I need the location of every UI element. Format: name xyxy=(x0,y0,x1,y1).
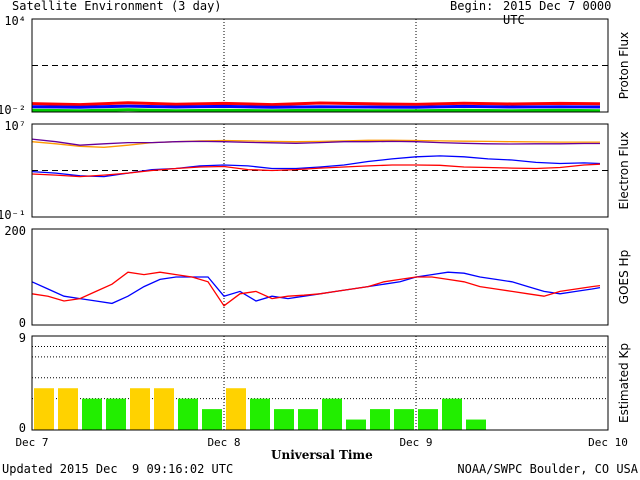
kp-bar xyxy=(442,398,462,430)
kp-panel-frame xyxy=(31,335,609,431)
electron-axis-label: Electron Flux xyxy=(617,132,631,210)
proton-series-0-line xyxy=(31,101,601,107)
kp-bar xyxy=(154,388,174,430)
x-tick-label: Dec 9 xyxy=(399,436,432,449)
kp-bar xyxy=(298,409,318,430)
kp-bar xyxy=(274,409,294,430)
proton-series-1-line xyxy=(31,104,601,109)
y-tick-label: 10⁻² xyxy=(0,103,26,117)
electron-panel-frame xyxy=(31,123,609,218)
proton-series-2-line xyxy=(31,108,601,113)
goes_hp-axis-label: GOES Hp xyxy=(617,250,631,304)
proton-panel-frame xyxy=(31,18,609,113)
kp-bar xyxy=(466,419,486,430)
kp-bar xyxy=(370,409,390,430)
goes_hp-series-0-line xyxy=(31,271,601,305)
kp-bar xyxy=(106,398,126,430)
y-tick-label: 9 xyxy=(19,331,26,345)
x-axis-title: Universal Time xyxy=(271,448,373,462)
kp-bar xyxy=(322,398,342,430)
kp-axis-label: Estimated Kp xyxy=(617,343,631,423)
electron-series-0-line xyxy=(31,139,600,148)
x-tick-label: Dec 7 xyxy=(15,436,48,449)
credit-text: NOAA/SWPC Boulder, CO USA xyxy=(457,462,638,476)
kp-bar xyxy=(202,409,222,430)
page-title: Satellite Environment (3 day) xyxy=(12,0,222,13)
y-tick-label: 200 xyxy=(4,224,26,238)
kp-bar xyxy=(178,398,198,430)
proton-axis-label: Proton Flux xyxy=(617,32,631,99)
kp-bar xyxy=(250,398,270,430)
kp-bar xyxy=(418,409,438,430)
kp-bar xyxy=(130,388,150,430)
kp-bar xyxy=(394,409,414,430)
y-tick-label: 0 xyxy=(19,421,26,435)
kp-bar xyxy=(34,388,54,430)
y-tick-label: 10⁷ xyxy=(4,119,26,133)
kp-bar xyxy=(58,388,78,430)
y-tick-label: 10⁴ xyxy=(4,14,26,28)
x-tick-label: Dec 8 xyxy=(207,436,240,449)
goes_hp-series-1-line xyxy=(31,271,601,307)
electron-series-1-line xyxy=(31,138,600,146)
electron-series-3-line xyxy=(31,163,601,178)
updated-timestamp: Updated 2015 Dec 9 09:16:02 UTC xyxy=(2,462,234,476)
y-tick-label: 0 xyxy=(19,316,26,330)
goes_hp-panel-frame xyxy=(31,228,609,326)
y-tick-label: 10⁻¹ xyxy=(0,208,26,222)
x-tick-label: Dec 10 xyxy=(588,436,628,449)
kp-bar xyxy=(226,388,246,430)
begin-label: Begin: xyxy=(450,0,494,13)
kp-bar xyxy=(82,398,102,430)
kp-bar xyxy=(346,419,366,430)
begin-value: 2015 Dec 7 0000 UTC xyxy=(503,0,612,27)
